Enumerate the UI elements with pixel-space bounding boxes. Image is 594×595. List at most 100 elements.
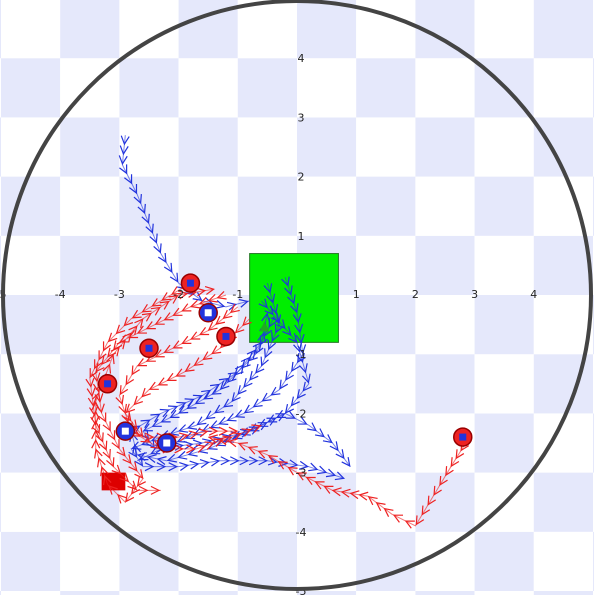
- checker-cell: [178, 354, 238, 414]
- red-trajectory-arrow: [134, 427, 144, 438]
- red-trajectory-arrow: [375, 501, 386, 512]
- red-trajectory-arrow: [415, 515, 425, 526]
- red-trajectory-arrow: [296, 472, 307, 481]
- red-trajectory-arrow: [216, 290, 227, 300]
- red-trajectory-arrow: [190, 331, 201, 340]
- red-trajectory-arrow: [207, 434, 218, 444]
- red-trajectory-arrow: [154, 349, 165, 358]
- blue-trajectory-arrow: [329, 441, 339, 452]
- blue-trajectory-arrow: [267, 456, 278, 466]
- red-trajectory-arrow: [439, 475, 448, 487]
- blue-trajectory-arrow: [234, 409, 245, 418]
- red-trajectory-arrow: [91, 372, 101, 383]
- red-trajectory-arrow: [186, 444, 196, 454]
- red-trajectory-arrow: [119, 385, 129, 396]
- red-trajectory-arrow: [427, 495, 437, 506]
- red-trajectory-arrow: [267, 455, 278, 464]
- blue-trajectory-arrow: [248, 351, 258, 362]
- blue-trajectory-arrow: [142, 423, 153, 432]
- blue-trajectory-arrow: [186, 421, 198, 430]
- blue-trajectory-arrow: [240, 356, 251, 367]
- checker-cell: [415, 176, 475, 236]
- checker-cell: [0, 295, 1, 355]
- blue-trajectory-arrow: [220, 456, 231, 466]
- red-trajectory-arrow: [125, 375, 135, 386]
- red-base-zone: [101, 472, 126, 491]
- checker-cell: [297, 354, 357, 414]
- checker-cell: [178, 591, 238, 595]
- y-tick-label: -2: [296, 407, 307, 420]
- y-tick-label: -3: [296, 467, 307, 480]
- red-trajectory-arrow: [141, 312, 152, 322]
- red-trajectory-arrow: [136, 325, 147, 334]
- blue-trajectory-arrow: [166, 453, 177, 463]
- y-tick-label: -1: [296, 348, 307, 361]
- checker-cell: [119, 58, 179, 118]
- blue-trajectory-arrow: [119, 145, 129, 156]
- red-trajectory-arrow: [150, 306, 161, 316]
- checker-cell: [0, 472, 1, 532]
- blue-trajectory-arrow: [264, 305, 274, 316]
- red-trajectory-arrow: [193, 357, 204, 367]
- red-trajectory-arrow: [145, 321, 156, 330]
- blue-trajectory-arrow: [128, 184, 138, 195]
- checker-cell: [119, 591, 179, 595]
- blue-trajectory-arrow: [264, 348, 273, 359]
- checker-cell: [1, 531, 61, 591]
- x-tick-label: -2: [173, 288, 184, 301]
- red-trajectory-arrow: [358, 491, 369, 501]
- blue-trajectory-arrow: [282, 326, 292, 337]
- blue-trajectory-arrow: [202, 391, 214, 400]
- y-tick-label: 1: [298, 230, 305, 243]
- blue-trajectory-arrow: [298, 460, 309, 470]
- red-trajectory-arrow: [159, 300, 170, 310]
- x-tick-label: 1: [353, 288, 360, 301]
- red-trajectory-arrow: [122, 332, 132, 343]
- red-trajectory-arrow: [128, 461, 138, 472]
- blue-trajectory-arrow: [243, 378, 253, 388]
- x-tick-label: -1: [232, 288, 243, 301]
- blue-trajectory-arrow: [248, 456, 259, 466]
- red-trajectory-arrow: [208, 426, 219, 436]
- checker-cell: [533, 531, 593, 591]
- red-trajectory-arrow: [97, 457, 106, 468]
- red-trajectory-arrow: [166, 372, 177, 382]
- checker-cell: [356, 235, 416, 295]
- red-trajectory-arrow: [136, 476, 146, 487]
- blue-trajectory-arrow: [168, 462, 179, 472]
- blue-trajectory-arrow: [178, 405, 189, 414]
- red-trajectory-arrow: [392, 514, 404, 523]
- checker-cell: [415, 235, 475, 295]
- checker-cell: [119, 176, 179, 236]
- red-trajectory-arrow: [110, 346, 120, 357]
- red-trajectory-arrow: [133, 395, 144, 406]
- red-trajectory-arrow: [102, 341, 112, 352]
- red-trajectory-arrow: [174, 444, 184, 454]
- red-trajectory-arrow: [202, 351, 213, 361]
- x-tick-label: 4: [530, 288, 537, 301]
- blue-trajectory-arrow: [290, 303, 299, 314]
- blue-trajectory-arrow: [157, 252, 167, 264]
- red-trajectory-arrow: [172, 340, 183, 349]
- checker-cell: [415, 591, 475, 595]
- red-trajectory-arrow: [198, 428, 209, 438]
- checker-cell: [237, 531, 297, 591]
- red-trajectory-arrow: [195, 444, 206, 453]
- checker-cell: [297, 0, 357, 59]
- blue-trajectory-arrow: [177, 450, 188, 460]
- red-trajectory-arrow: [99, 466, 109, 477]
- blue-trajectory-arrow: [288, 459, 299, 469]
- checker-cell: [474, 531, 534, 591]
- blue-trajectory-arrow: [301, 373, 311, 384]
- red-trajectory-arrow: [213, 438, 224, 448]
- checker-cell: [474, 235, 534, 295]
- red-trajectory-arrow: [128, 325, 138, 336]
- red-trajectory-arrow: [257, 450, 268, 459]
- red-trajectory-arrow: [433, 485, 442, 496]
- checker-cell: [60, 117, 120, 177]
- checker-cell: [356, 413, 416, 473]
- blue-trajectory-arrow: [257, 332, 267, 343]
- red-trajectory-arrow: [251, 424, 262, 433]
- checker-cell: [356, 295, 416, 355]
